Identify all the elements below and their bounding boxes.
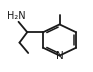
Text: N: N xyxy=(56,51,63,61)
Text: H₂N: H₂N xyxy=(7,11,25,21)
